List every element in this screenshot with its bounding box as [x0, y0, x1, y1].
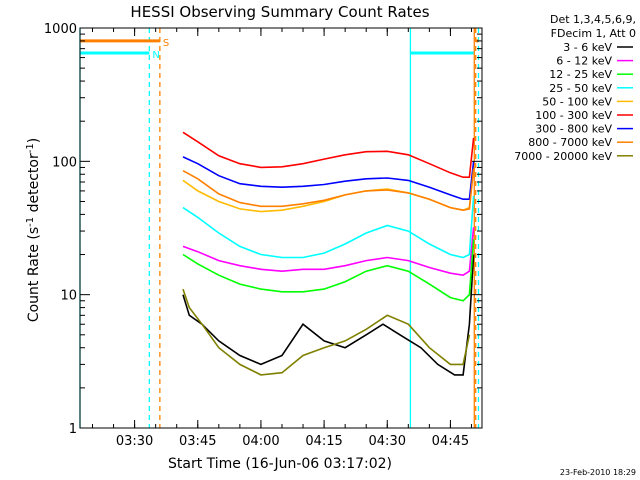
legend-header-1: Det 1,3,4,5,6,9,: [550, 13, 636, 26]
y-axis-label: Count Rate (s-1 detector-1): [25, 138, 42, 322]
legend-label: 100 - 300 keV: [535, 109, 612, 122]
footer-date: 23-Feb-2010 18:29: [560, 468, 636, 477]
flag-label: N: [152, 50, 159, 61]
series-line: [182, 239, 475, 302]
series-line: [182, 156, 475, 200]
x-tick-label: 04:00: [242, 434, 279, 449]
x-axis-label: Start Time (16-Jun-06 03:17:02): [168, 456, 392, 472]
legend-label: 50 - 100 keV: [542, 95, 612, 108]
x-tick-label: 04:45: [432, 434, 469, 449]
plot-frame: [79, 27, 483, 429]
x-tick-label: 03:30: [116, 434, 153, 449]
legend-label: 7000 - 20000 keV: [514, 150, 612, 163]
legend-label: 800 - 7000 keV: [528, 136, 612, 149]
legend-label: 25 - 50 keV: [549, 82, 612, 95]
y-tick-label: 100: [52, 155, 77, 170]
series-line: [182, 288, 471, 376]
y-label-sup1: -1: [25, 217, 36, 227]
series-line: [182, 227, 475, 277]
y-tick-label: 1: [69, 422, 77, 437]
flag-lines: SN: [80, 38, 479, 61]
legend-label: 3 - 6 keV: [563, 41, 612, 54]
series-line: [182, 195, 475, 259]
vertical-markers: [79, 28, 480, 428]
series-lines: [182, 131, 475, 376]
series-line: [182, 168, 475, 212]
legend-label: 300 - 800 keV: [535, 123, 612, 136]
y-label-mid: detector: [26, 153, 42, 217]
legend: Det 1,3,4,5,6,9, FDecim 1, Att 0 3 - 6 k…: [514, 13, 636, 163]
y-label-main: Count Rate (s: [26, 227, 42, 322]
x-tick-label: 03:45: [179, 434, 216, 449]
y-axis-ticks: 1 10 100 1000: [44, 22, 482, 437]
y-label-end: ): [26, 138, 42, 143]
legend-label: 12 - 25 keV: [549, 68, 612, 81]
flag-label: S: [163, 38, 169, 49]
x-axis-ticks: 03:30 03:45 04:00 04:15 04:30 04:45: [91, 28, 472, 449]
series-line: [182, 131, 475, 178]
legend-label: 6 - 12 keV: [556, 55, 612, 68]
y-label-sup2: -1: [25, 143, 36, 153]
x-tick-label: 04:15: [305, 434, 342, 449]
chart-title: HESSI Observing Summary Count Rates: [130, 3, 429, 21]
legend-header-2: FDecim 1, Att 0: [551, 27, 636, 40]
y-tick-label: 1000: [44, 22, 77, 37]
series-line: [182, 254, 475, 376]
y-tick-label: 10: [60, 289, 77, 304]
x-tick-label: 04:30: [369, 434, 406, 449]
